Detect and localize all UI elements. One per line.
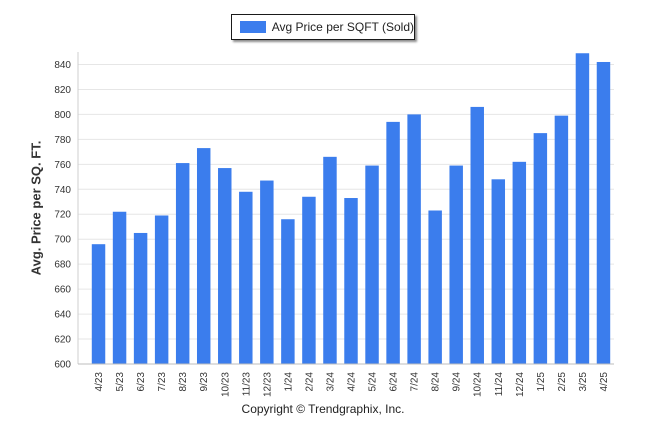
bar	[281, 219, 295, 364]
x-tick-label: 11/24	[494, 372, 505, 397]
bar	[344, 198, 358, 364]
bar	[154, 215, 169, 364]
bar	[407, 114, 421, 365]
x-tick-label: 5/24	[368, 372, 379, 392]
bar	[533, 133, 548, 364]
y-tick-label: 600	[54, 360, 71, 371]
x-tick-label: 6/24	[389, 372, 400, 392]
bar	[323, 156, 337, 364]
bar	[596, 61, 611, 364]
y-tick-label: 620	[54, 335, 71, 346]
copyright-text: Copyright © Trendgraphix, Inc.	[241, 402, 405, 416]
x-tick-label: 3/25	[578, 372, 589, 392]
x-tick-label: 7/24	[410, 372, 421, 392]
y-tick-label: 800	[54, 110, 71, 121]
bar	[260, 180, 274, 364]
y-tick-label: 640	[54, 310, 71, 321]
bar	[91, 244, 106, 364]
x-tick-label: 8/24	[431, 372, 442, 392]
x-tick-label: 4/25	[599, 372, 610, 392]
x-tick-label: 10/23	[220, 372, 231, 397]
x-tick-label: 4/23	[94, 372, 105, 392]
x-tick-label: 8/23	[178, 372, 189, 392]
x-tick-label: 12/23	[262, 372, 273, 397]
y-axis-label: Avg. Price per SQ. FT.	[28, 140, 44, 276]
x-tick-label: 9/24	[452, 372, 463, 392]
x-tick-label: 12/24	[515, 372, 526, 397]
bar	[133, 232, 148, 364]
bar	[218, 168, 232, 364]
x-tick-label: 1/25	[536, 372, 547, 392]
bar	[239, 191, 253, 364]
y-tick-label: 700	[54, 235, 71, 246]
y-tick-label: 660	[54, 285, 71, 296]
bar	[428, 210, 442, 364]
bar	[302, 196, 316, 364]
legend-swatch	[240, 21, 266, 33]
legend-label: Avg Price per SQFT (Sold)	[271, 20, 414, 34]
bar	[491, 179, 506, 364]
y-tick-label: 780	[54, 135, 71, 146]
bar	[449, 165, 463, 364]
bar	[470, 106, 484, 365]
bar	[554, 115, 569, 364]
x-tick-label: 1/24	[283, 372, 294, 392]
y-tick-label: 840	[54, 60, 71, 71]
x-tick-label: 10/24	[473, 372, 484, 397]
bar	[365, 165, 379, 364]
x-tick-label: 3/24	[325, 372, 336, 392]
bar	[175, 163, 190, 364]
x-tick-label: 6/23	[136, 372, 147, 392]
x-tick-label: 9/23	[199, 372, 210, 392]
x-tick-label: 5/23	[115, 372, 126, 392]
y-tick-label: 740	[54, 185, 71, 196]
bar	[112, 211, 127, 364]
bar	[575, 53, 590, 365]
bar	[512, 161, 527, 364]
x-tick-label: 4/24	[347, 372, 358, 392]
bar	[196, 148, 211, 364]
x-tick-label: 7/23	[157, 372, 168, 392]
y-tick-label: 820	[54, 85, 71, 96]
y-tick-label: 680	[54, 260, 71, 271]
x-tick-label: 2/25	[557, 372, 568, 392]
x-tick-label: 2/24	[304, 372, 315, 392]
bar	[386, 121, 400, 364]
y-tick-label: 720	[54, 210, 71, 221]
x-tick-label: 11/23	[241, 372, 252, 397]
legend: Avg Price per SQFT (Sold)	[231, 14, 415, 40]
y-tick-label: 760	[54, 160, 71, 171]
